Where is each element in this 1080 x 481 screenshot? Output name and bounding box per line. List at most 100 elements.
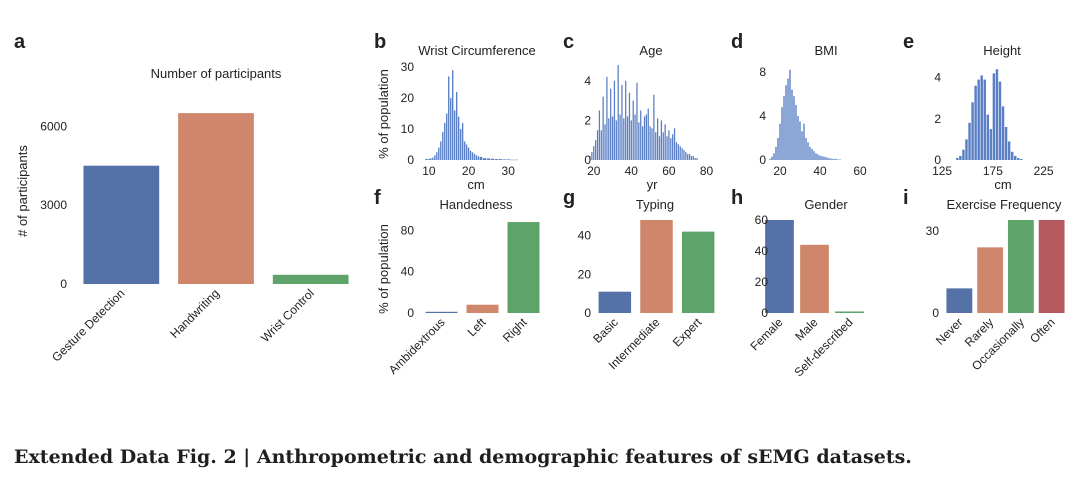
hist-bar-d-35 [837,159,839,160]
panel-label-h: h [731,187,743,209]
hist-bar-c-47 [675,142,678,160]
y-tick-label-a-1: 0 [60,277,67,291]
hist-bar-c-11 [608,118,610,160]
hist-bar-b-18 [461,122,464,161]
hist-bar-c-29 [641,126,644,160]
hist-bar-c-39 [660,120,663,160]
hist-bar-b-32 [498,159,502,160]
hist-bar-c-53 [687,154,689,160]
y-tick-label-c-3: 4 [584,74,591,88]
hist-bar-c-17 [619,114,621,160]
hist-bar-d-30 [827,157,829,160]
hist-bar-c-40 [662,132,664,160]
hist-bar-d-16 [799,121,801,160]
chart-title-c: Age [639,43,662,58]
chart-title-g: Typing [636,197,674,212]
y-tick-label-a-2: 3000 [40,198,67,212]
hist-bar-b-6 [438,147,440,161]
hist-bar-e-4 [965,139,968,161]
hist-bar-c-51 [683,150,685,160]
hist-bar-c-9 [604,124,606,160]
panel-f-handedness: f Handedness % of population 0 40 80 Ambid… [374,187,540,377]
hist-bar-c-27 [638,122,640,160]
y-tick-label-c-2: 2 [584,113,591,127]
bar-i-3 [1007,220,1034,313]
x-tick-label-d-1: 20 [773,164,787,178]
hist-bar-b-29 [486,158,491,160]
figure-caption: Extended Data Fig. 2 | Anthropometric an… [14,446,912,468]
hist-bar-b-34 [506,159,510,160]
x-tick-label-e-2: 175 [983,164,1003,178]
hist-bar-b-3 [432,157,434,160]
y-tick-label-f-1: 0 [407,306,414,320]
hist-bar-c-33 [649,126,651,160]
bar-a-2 [178,113,254,284]
hist-bar-e-19 [1010,151,1014,160]
hist-bar-b-26 [477,156,480,160]
y-tick-label-e-2: 2 [934,112,941,126]
hist-bar-e-11 [986,114,990,161]
hist-bar-d-11 [789,69,791,160]
x-tick-label-e-1: 125 [932,164,952,178]
hist-bar-d-14 [795,105,797,160]
hist-bar-b-28 [482,158,487,160]
chart-title-b: Wrist Circumference [418,43,536,58]
hist-bar-d-26 [819,155,821,160]
hist-bar-d-25 [817,154,819,160]
panel-label-d: d [731,31,743,53]
y-tick-label-h-4: 60 [755,213,769,227]
hist-bar-c-52 [685,152,687,160]
hist-bar-c-5 [596,130,599,160]
hist-bar-c-13 [611,116,614,160]
hist-bar-d-28 [823,156,825,160]
chart-title-d: BMI [814,43,837,58]
x-tick-label-h-1: Female [747,315,785,353]
y-tick-label-b-3: 20 [401,91,415,105]
hist-bar-c-37 [657,118,659,160]
bar-h-2 [800,244,829,313]
bar-f-2 [466,304,499,313]
x-tick-label-e-3: 225 [1034,164,1054,178]
hist-bar-d-5 [777,138,779,160]
hist-bar-c-38 [658,136,661,160]
hist-bar-c-31 [645,114,647,160]
hist-bar-c-20 [625,80,627,160]
bar-h-1 [765,220,794,313]
hist-bar-d-21 [809,146,811,160]
y-tick-label-e-3: 4 [934,71,941,85]
hist-bar-e-1 [956,157,959,160]
y-axis-label-f: % of population [376,224,391,314]
hist-bar-c-19 [623,118,625,160]
hist-bar-e-5 [968,122,971,161]
hist-bar-d-33 [833,158,835,160]
hist-bar-c-45 [672,134,674,160]
panel-b-wrist-circumference: b Wrist Circumference % of population cm… [374,31,536,192]
hist-bar-b-36 [514,159,518,161]
hist-bar-d-8 [783,96,785,160]
panel-label-a: a [14,31,26,53]
hist-bar-b-5 [436,152,438,160]
hist-bar-c-8 [602,96,604,160]
hist-bar-d-18 [803,123,805,160]
y-tick-label-c-1: 0 [584,153,591,167]
y-tick-label-d-1: 0 [759,153,766,167]
hist-bar-e-2 [959,155,962,161]
hist-bar-c-21 [626,116,629,160]
hist-bar-d-6 [779,123,781,160]
hist-bar-b-2 [429,158,432,160]
x-tick-label-i-1: Never [933,315,966,348]
y-tick-label-i-2: 30 [926,224,940,238]
hist-bar-c-43 [668,130,670,160]
hist-bar-c-23 [630,120,632,160]
hist-bar-c-34 [651,128,653,160]
x-axis-label-e: cm [994,177,1011,192]
hist-bar-c-4 [595,140,597,160]
hist-bar-c-44 [670,138,672,160]
x-tick-label-g-3: Expert [670,315,705,350]
hist-bar-c-24 [632,100,634,160]
hist-bar-d-29 [825,157,827,160]
hist-bar-c-16 [617,64,619,160]
panel-label-b: b [374,31,386,53]
hist-bar-b-13 [452,70,454,160]
